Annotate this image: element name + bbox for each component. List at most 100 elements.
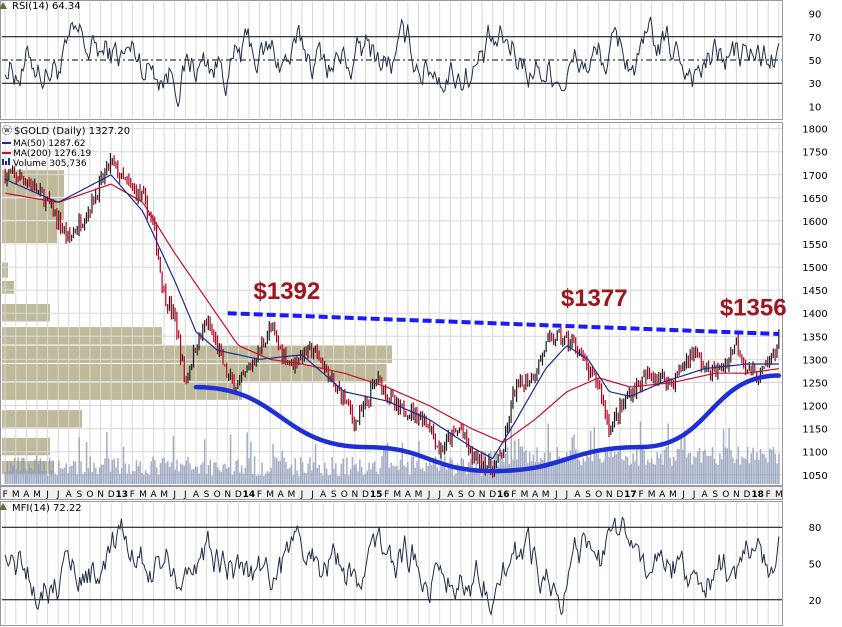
- volume-bar: [420, 469, 422, 484]
- volume-bar: [708, 456, 710, 484]
- x-tick-label: A: [278, 490, 285, 500]
- volume-bar: [251, 473, 254, 484]
- volume-bar: [359, 459, 361, 484]
- volume-bar: [109, 471, 112, 484]
- x-tick-label: 16: [497, 490, 510, 500]
- volume-bar: [656, 452, 658, 484]
- x-tick-label: N: [224, 490, 231, 500]
- volume-bar: [591, 461, 594, 484]
- volume-bar: [4, 471, 7, 484]
- volume-bar: [421, 468, 424, 484]
- volume-bar: [102, 464, 104, 484]
- ma50-path: [4, 174, 779, 460]
- volume-bar: [573, 434, 575, 484]
- volume-bar: [26, 471, 29, 484]
- volume-bar: [316, 467, 319, 484]
- volume-bar: [643, 450, 645, 484]
- volume-bar: [366, 470, 368, 484]
- volume-bar: [246, 432, 248, 484]
- volume-bar: [152, 456, 154, 484]
- volume-bar: [756, 452, 758, 484]
- volume-bar: [541, 459, 544, 484]
- x-tick-label: M: [12, 490, 20, 500]
- volume-bar: [176, 459, 178, 484]
- volume-bar: [35, 456, 38, 484]
- volume-bar: [748, 462, 751, 484]
- volume-bar: [479, 466, 481, 484]
- volume-bar: [6, 460, 8, 484]
- volume-bar: [621, 459, 623, 484]
- volume-bar: [58, 460, 60, 484]
- x-tick-label: D: [235, 490, 242, 500]
- volume-bar: [399, 459, 402, 484]
- x-tick-label: J: [437, 490, 441, 500]
- volume-bar: [602, 461, 605, 484]
- volume-bar: [388, 467, 391, 484]
- volume-bar: [360, 466, 363, 484]
- volume-bar: [381, 456, 383, 484]
- volume-bar: [379, 467, 381, 484]
- x-tick-label: M: [669, 490, 677, 500]
- volume-bar: [28, 463, 31, 484]
- volume-bar: [501, 450, 503, 484]
- volume-bar: [689, 452, 692, 484]
- volume-bar: [198, 473, 200, 484]
- volume-bar: [661, 464, 664, 484]
- volume-bar: [340, 463, 343, 484]
- volume-bar: [608, 457, 610, 484]
- volume-bar: [19, 470, 21, 484]
- volume-bar: [628, 465, 631, 484]
- volume-bar: [732, 457, 734, 484]
- volume-bar: [580, 465, 583, 484]
- volume-bar: [671, 465, 673, 484]
- volume-bar: [645, 464, 647, 484]
- volume-bar: [510, 425, 512, 484]
- volume-bar: [750, 453, 753, 484]
- x-tick-label: O: [468, 490, 475, 500]
- price-bars: [4, 153, 780, 479]
- volume-bar: [292, 475, 295, 484]
- volume-bar: [39, 458, 42, 484]
- volume-bar: [231, 474, 234, 484]
- volume-by-price-bar: [2, 280, 14, 294]
- volume-bar: [455, 473, 457, 484]
- volume-bar: [604, 451, 607, 484]
- volume-bar: [458, 468, 461, 484]
- volume-bar: [652, 463, 655, 484]
- indicator-tick-label: 80: [809, 523, 822, 534]
- x-tick-label: M: [266, 490, 274, 500]
- volume-bar: [240, 465, 243, 484]
- volume-bar: [534, 462, 536, 484]
- x-tick-label: 17: [624, 490, 637, 500]
- rsi-line: [4, 16, 780, 107]
- volume-bar: [344, 474, 346, 484]
- volume-bar: [669, 457, 671, 484]
- volume-bar: [357, 471, 359, 484]
- volume-bar: [139, 461, 141, 484]
- volume-bar: [122, 446, 125, 484]
- volume-bar: [253, 456, 256, 484]
- volume-bar: [423, 471, 426, 484]
- volume-bar: [728, 428, 730, 484]
- volume-bar: [187, 457, 189, 484]
- volume-bar: [283, 457, 285, 484]
- volume-bar: [761, 453, 764, 484]
- volume-bar: [754, 459, 756, 484]
- price-tick-label: 1800: [802, 125, 827, 136]
- volume-bar: [8, 471, 10, 484]
- volume-bar: [757, 459, 760, 484]
- volume-bar: [15, 469, 18, 484]
- x-tick-label: M: [33, 490, 41, 500]
- volume-bar: [634, 460, 636, 484]
- volume-bar: [194, 466, 197, 484]
- x-tick-label: A: [150, 490, 157, 500]
- volume-bar: [298, 475, 300, 484]
- volume-bar: [477, 469, 479, 484]
- volume-bar: [211, 475, 213, 484]
- resistance-dashed-line: [227, 311, 779, 336]
- volume-bar: [268, 472, 271, 484]
- x-tick-label: M: [521, 490, 529, 500]
- volume-bar: [71, 465, 73, 484]
- volume-bar: [660, 453, 662, 484]
- volume-bar: [163, 457, 165, 484]
